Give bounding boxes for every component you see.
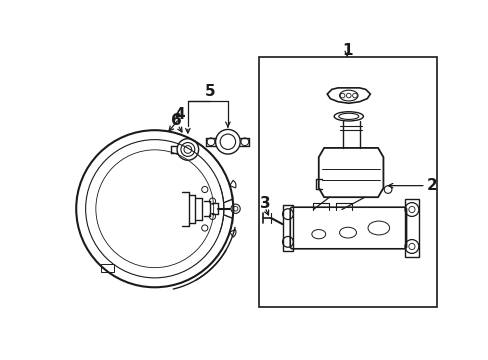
Bar (404, 199, 418, 257)
Text: 6: 6 (171, 113, 182, 128)
Text: 3: 3 (259, 196, 269, 211)
Bar (259, 57, 436, 306)
Text: 5: 5 (204, 84, 215, 99)
Text: 4: 4 (174, 107, 184, 122)
Bar (283, 205, 292, 251)
Text: 1: 1 (341, 44, 352, 58)
Bar (101, 264, 114, 271)
Text: 2: 2 (426, 178, 436, 193)
